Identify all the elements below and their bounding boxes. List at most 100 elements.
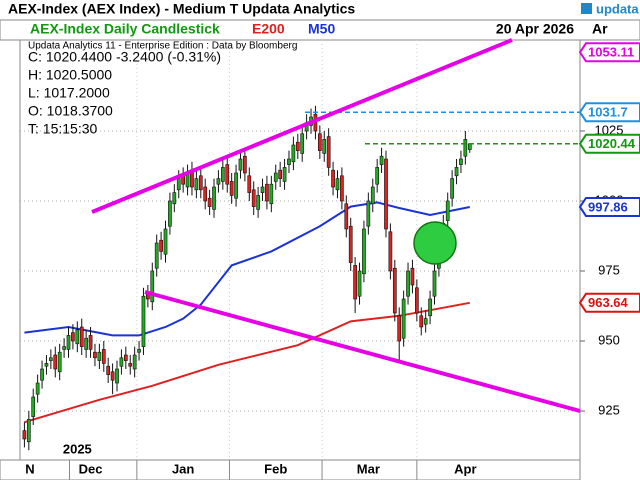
price-marker-label: 997.86 xyxy=(588,199,628,214)
candle-body xyxy=(119,357,124,367)
candle-body xyxy=(273,172,278,182)
candle-body xyxy=(220,167,225,182)
candle-body xyxy=(260,186,265,193)
y-tick-label: 925 xyxy=(598,402,620,417)
candle-body xyxy=(212,186,216,210)
candle-body xyxy=(423,318,428,325)
candle-body xyxy=(340,175,344,202)
candle-body xyxy=(467,143,472,150)
x-tick-label: Dec xyxy=(79,461,103,476)
trend-line-lower xyxy=(144,290,581,413)
candle-body xyxy=(331,169,335,188)
candle-body xyxy=(168,200,172,227)
candle-body xyxy=(66,335,71,350)
info-line: O: 1018.3700 xyxy=(28,103,113,119)
price-marker-label: 1020.44 xyxy=(588,136,636,151)
price-marker-label: 1031.7 xyxy=(588,105,628,120)
candle-body xyxy=(53,354,58,370)
price-marker-box xyxy=(578,292,640,313)
candle-body xyxy=(450,178,454,199)
x-tick-label: Feb xyxy=(264,461,287,476)
candle-body xyxy=(287,158,291,165)
candle-body xyxy=(401,298,406,339)
candle-body xyxy=(225,164,230,185)
candle-body xyxy=(101,349,106,364)
ma-line xyxy=(24,301,470,424)
candle-body xyxy=(291,144,296,163)
candle-body xyxy=(176,178,181,191)
candle-body xyxy=(432,270,437,297)
brand: updata xyxy=(596,1,639,16)
candle-body xyxy=(384,158,388,230)
legend-m50: M50 xyxy=(308,21,335,37)
ma-line xyxy=(24,201,470,337)
legend-candles: AEX-Index Daily Candlestick xyxy=(30,21,220,37)
candle-body xyxy=(463,139,468,157)
candle-body xyxy=(106,365,111,375)
candle-body xyxy=(234,172,238,199)
axis-title: Ar xyxy=(592,21,608,37)
info-line: T: 15:15:30 xyxy=(28,121,97,137)
candle-body xyxy=(348,225,353,263)
brand-box xyxy=(580,0,640,20)
candle-body xyxy=(141,295,146,347)
candle-body xyxy=(207,197,212,207)
candle-body xyxy=(238,158,243,171)
axis: 92595097510001025NDecJanFebMarApr2025105… xyxy=(25,42,640,480)
trend-line-upper xyxy=(91,38,513,214)
candle-body xyxy=(344,203,349,230)
candle-body xyxy=(397,315,402,342)
candle-body xyxy=(428,298,432,317)
candle-body xyxy=(110,371,115,381)
candle-body xyxy=(123,354,128,361)
candle-body xyxy=(282,167,287,182)
candle-body xyxy=(335,178,340,191)
candle-body xyxy=(410,267,415,286)
info-line: H: 1020.5000 xyxy=(28,67,112,83)
price-marker-box xyxy=(578,196,640,217)
candle-body xyxy=(132,354,137,370)
candle-body xyxy=(256,195,260,210)
candle-body xyxy=(115,368,119,384)
title-bar xyxy=(0,0,640,20)
price-marker-label: 963.64 xyxy=(588,295,629,310)
candle-body xyxy=(265,183,269,202)
x-tick-label: N xyxy=(25,461,34,476)
candle-body xyxy=(370,186,375,205)
candle-body xyxy=(415,287,419,314)
date: 20 Apr 2026 xyxy=(496,21,574,37)
candle-body xyxy=(198,175,203,191)
candle-body xyxy=(454,167,459,177)
candle-body xyxy=(406,270,410,297)
candle-body xyxy=(379,155,384,165)
candle-body xyxy=(75,329,80,345)
candle-body xyxy=(84,337,88,350)
price-marker-box xyxy=(578,42,640,63)
title: AEX-Index (AEX Index) - Medium T Updata … xyxy=(8,1,355,17)
info-line: Updata Analytics 11 - Enterprise Edition… xyxy=(28,41,297,52)
candle-body xyxy=(247,175,252,193)
candle-body xyxy=(79,326,84,347)
candle-body xyxy=(88,335,93,350)
y-tick-label: 950 xyxy=(598,332,620,347)
candle-body xyxy=(459,158,463,165)
candle-body xyxy=(322,139,327,154)
candle-body xyxy=(26,419,31,443)
y-tick-label: 1025 xyxy=(595,122,624,137)
candle-body xyxy=(49,357,53,361)
x-tick-label: Mar xyxy=(357,461,380,476)
candle-body xyxy=(22,430,27,440)
candle-body xyxy=(326,136,331,168)
candle-body xyxy=(40,368,44,381)
price-marker-box xyxy=(578,133,640,154)
candle-body xyxy=(419,315,424,328)
candle-body xyxy=(172,192,177,205)
candle-body xyxy=(445,200,450,221)
candle-body xyxy=(159,239,163,252)
candle-body xyxy=(295,141,300,151)
highlight-circle xyxy=(413,221,457,265)
candle-body xyxy=(388,231,393,272)
candle-body xyxy=(31,396,36,417)
legend-e200: E200 xyxy=(252,21,285,37)
